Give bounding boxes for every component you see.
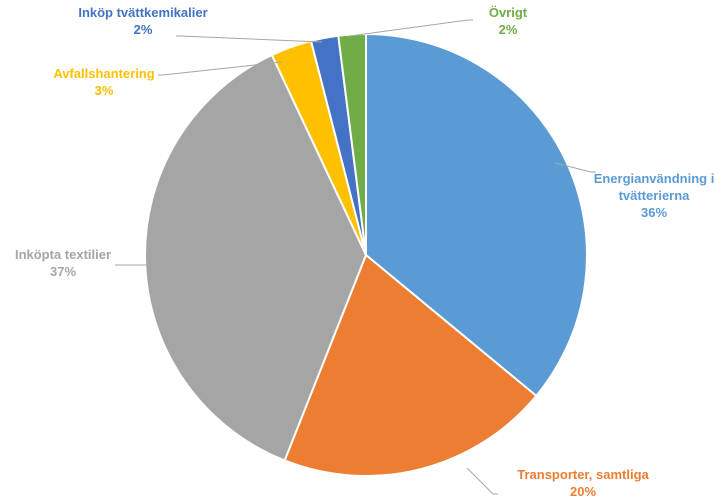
slice-name-5: Övrigt	[489, 5, 528, 20]
slice-percent-5: 2%	[499, 22, 518, 37]
leader-line-5	[349, 19, 473, 37]
slice-percent-1: 20%	[570, 484, 596, 499]
leader-line-1	[466, 467, 498, 495]
slice-name-0: Energianvändning i	[594, 171, 714, 186]
slice-label-0: Energianvändning i tvätterierna 36%	[594, 171, 714, 220]
slice-percent-2: 37%	[50, 264, 76, 279]
pie-slice-2	[144, 53, 368, 462]
slice-name-0: tvätterierna	[619, 188, 691, 203]
slice-label-2: Inköpta textilier 37%	[15, 247, 111, 279]
leader-line-3	[158, 61, 283, 76]
leader-line-4	[176, 35, 323, 43]
slice-percent-4: 2%	[134, 22, 153, 37]
slice-name-1: Transporter, samtliga	[517, 467, 649, 482]
slice-percent-3: 3%	[95, 83, 114, 98]
slice-name-2: Inköpta textilier	[15, 247, 111, 262]
pie-slice-0	[365, 32, 588, 398]
slice-percent-0: 36%	[641, 205, 667, 220]
leader-line-0	[554, 162, 596, 173]
slice-label-5: Övrigt 2%	[489, 5, 528, 37]
slice-label-3: Avfallshantering 3%	[53, 66, 154, 98]
slice-label-1: Transporter, samtliga 20%	[517, 467, 649, 499]
pie-slice-1	[283, 253, 538, 477]
slice-name-4: Inköp tvättkemikalier	[78, 5, 207, 20]
slice-name-3: Avfallshantering	[53, 66, 154, 81]
slice-label-4: Inköp tvättkemikalier 2%	[78, 5, 207, 37]
